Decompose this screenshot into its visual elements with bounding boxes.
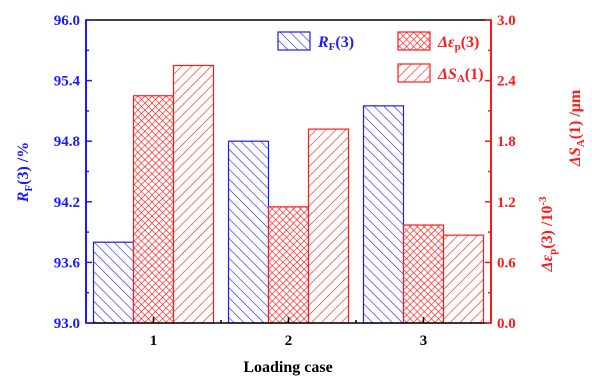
bar-series2-case3 (402, 224, 445, 324)
bar-series1-case2 (227, 140, 270, 324)
legend-label-rf3: RF(3) (317, 34, 354, 53)
bar-series3-case2 (307, 128, 350, 324)
bar-series2-case2 (267, 206, 310, 324)
bar-series3-case3 (442, 234, 485, 324)
left-tick-label: 94.2 (54, 195, 80, 211)
left-tick-label: 95.4 (54, 74, 81, 90)
legend-swatch-dep3 (397, 31, 431, 51)
bar-series1-case1 (92, 241, 135, 324)
left-tick-label: 94.8 (54, 134, 80, 150)
legend: RF(3) Δεp(3) ΔSA(1) (277, 31, 484, 85)
bar-series2-case1 (132, 95, 175, 324)
right-tick-label: 0.0 (497, 316, 516, 332)
x-tick-label: 1 (150, 333, 158, 349)
legend-swatch-dsa1 (397, 63, 431, 83)
right-tick-label: 2.4 (497, 74, 516, 90)
left-axis-title: RF(3) /% (15, 142, 35, 204)
right-tick-label: 1.8 (497, 134, 516, 150)
bar-series3-case1 (172, 64, 215, 324)
bars-layer (92, 64, 485, 324)
left-tick-label: 96.0 (54, 13, 80, 29)
right-axis-title-line2: ΔSA(1) /μm (567, 89, 587, 167)
legend-label-dsa1: ΔSA(1) (437, 66, 484, 85)
left-tick-label: 93.6 (54, 255, 81, 271)
legend-label-dep3: Δεp(3) (437, 34, 479, 53)
x-tick-label: 3 (420, 333, 428, 349)
right-axis-title-line1: Δεp(3) /10-3 (537, 196, 559, 272)
x-tick-label: 2 (285, 333, 293, 349)
x-axis-title: Loading case (243, 359, 332, 376)
ticks-layer: 93.0 93.6 94.2 94.8 95.4 96.0 0.0 0.6 1.2 1.8 2.4 3… (54, 13, 517, 349)
left-tick-label: 93.0 (54, 316, 80, 332)
right-tick-label: 0.6 (497, 255, 516, 271)
right-tick-label: 1.2 (497, 195, 516, 211)
bar-series1-case3 (362, 105, 405, 324)
right-tick-label: 3.0 (497, 13, 516, 29)
legend-swatch-rf3 (277, 31, 311, 51)
